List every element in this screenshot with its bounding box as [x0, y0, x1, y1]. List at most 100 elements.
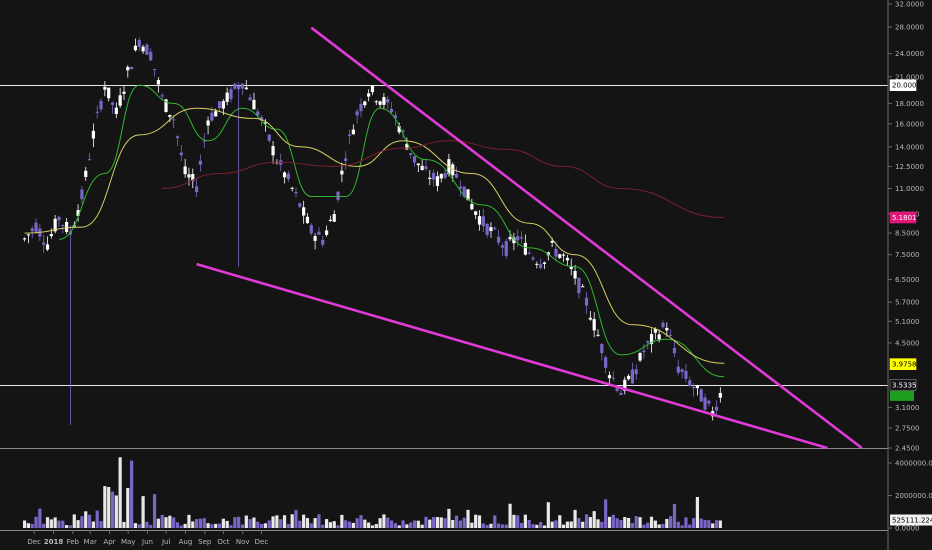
candle-body — [497, 236, 501, 243]
candle-body — [462, 186, 466, 197]
candle-body — [688, 380, 692, 386]
volume-bar — [512, 514, 516, 528]
volume-bar — [688, 524, 692, 528]
candle-body — [508, 236, 512, 240]
volume-bar — [217, 523, 222, 528]
price-tag-box — [889, 211, 917, 224]
candle-body — [309, 225, 313, 234]
volume-bar — [661, 523, 665, 528]
trendline-2 — [196, 262, 828, 450]
volume-bar — [676, 521, 680, 528]
volume-bar — [374, 524, 378, 528]
candle-body — [49, 234, 53, 237]
x-tick-label: Sep — [198, 538, 212, 546]
candle-body — [516, 236, 520, 241]
candle-body — [313, 236, 317, 241]
volume-bar — [141, 496, 145, 528]
candle-body — [401, 130, 405, 132]
candle-body — [699, 389, 703, 402]
candle-body — [290, 187, 294, 189]
candle-body — [214, 111, 218, 117]
candle-body — [638, 353, 642, 361]
volume-bar — [244, 515, 248, 528]
candle-body — [103, 86, 107, 90]
volume-bar — [149, 524, 153, 528]
y-axis: 32.0000 28.0000 24.0000 21.0000 18.0000 16.00… — [887, 0, 924, 550]
volume-bar — [80, 516, 84, 528]
candle-body — [634, 369, 638, 375]
volume-bar — [305, 518, 310, 528]
volume-bar — [160, 514, 164, 528]
candle-body — [183, 166, 187, 175]
volume-bar — [359, 515, 363, 528]
volume-bar — [699, 518, 703, 528]
volume-bar — [57, 520, 61, 528]
candle-body — [665, 327, 669, 331]
candle-body — [592, 319, 596, 331]
volume-bar — [405, 524, 409, 528]
candle-body — [244, 87, 248, 90]
volume-bar — [420, 524, 424, 528]
volume-bar — [611, 514, 615, 528]
volume-bar — [527, 519, 531, 528]
price-tag-box — [889, 358, 917, 370]
price-pane — [0, 26, 888, 450]
volume-bar — [497, 523, 501, 528]
volume-bar — [87, 514, 92, 528]
volume-bar — [152, 494, 157, 528]
volume-bar — [416, 520, 420, 528]
candle-body — [531, 257, 535, 260]
volume-bar — [665, 519, 669, 528]
volume-bar — [443, 518, 447, 528]
volume-bar — [38, 508, 42, 528]
candle-body — [535, 263, 539, 265]
x-tick-label: Oct — [217, 538, 229, 546]
candle-body — [454, 173, 459, 178]
candle-body — [26, 234, 30, 236]
moving-average-line-1 — [58, 84, 725, 378]
volume-bar — [531, 524, 535, 528]
volume-bar — [214, 523, 218, 528]
candle-body — [458, 186, 462, 189]
volume-bar — [68, 525, 73, 528]
volume-bar — [485, 525, 489, 528]
volume-bar — [191, 521, 195, 528]
candle-body — [703, 397, 707, 410]
volume-bar — [588, 517, 592, 528]
candle-body — [420, 165, 424, 170]
candle-body — [474, 211, 478, 215]
candle-body — [84, 170, 88, 177]
candle-body — [271, 146, 275, 156]
volume-bar — [275, 515, 279, 528]
candle-body — [558, 254, 562, 258]
volume-bar — [428, 519, 432, 528]
volume-bar — [435, 517, 440, 528]
volume-bar — [657, 524, 661, 528]
volume-bar — [351, 522, 355, 528]
y-tick-label: 6.5000 — [895, 276, 920, 284]
volume-bar — [164, 517, 168, 528]
y-tick-label: 16.0000 — [895, 120, 924, 128]
volume-bar — [355, 518, 359, 528]
volume-bar — [600, 521, 604, 528]
candle-body — [405, 143, 409, 150]
candle-body — [581, 286, 585, 288]
candle-body — [367, 93, 371, 97]
candle-body — [156, 80, 160, 85]
candle-body — [409, 153, 413, 155]
volume-bar — [76, 520, 80, 528]
candle-body — [604, 357, 608, 368]
candle-body — [65, 222, 69, 232]
price-tag-label: 5.1801 — [892, 214, 917, 222]
candle-body — [42, 242, 46, 245]
candle-body — [573, 271, 577, 279]
candle-body — [206, 120, 210, 126]
volume-bar — [233, 517, 237, 528]
volume-bar — [596, 519, 600, 528]
candle-body — [607, 375, 612, 379]
candle-body — [412, 156, 417, 163]
candle-body — [389, 108, 394, 113]
volume-bar — [565, 521, 570, 528]
y-tick-label: 21.0000 — [895, 73, 924, 81]
candle-body — [179, 152, 183, 156]
